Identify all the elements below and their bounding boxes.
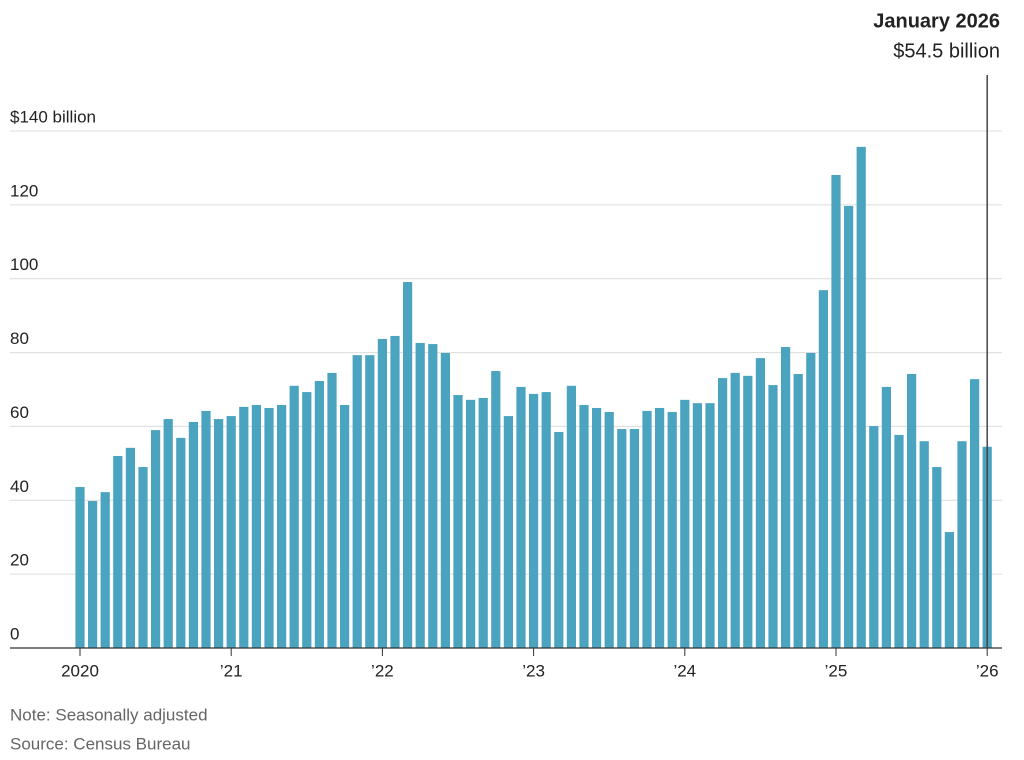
source: Source: Census Bureau	[10, 734, 191, 753]
bar	[944, 532, 954, 648]
bar	[314, 381, 324, 648]
bar	[415, 342, 425, 648]
y-tick-label: $140 billion	[10, 107, 96, 126]
bar	[818, 290, 828, 648]
bar	[793, 373, 803, 648]
x-tick-label: ’22	[371, 661, 394, 680]
bar	[125, 447, 135, 648]
bar	[88, 501, 98, 648]
y-tick-label: 20	[10, 551, 29, 570]
bar	[566, 385, 576, 648]
bar	[151, 430, 161, 648]
y-tick-label: 60	[10, 403, 29, 422]
bar	[113, 455, 123, 648]
x-tick-label: ’21	[220, 661, 243, 680]
y-tick-label: 100	[10, 255, 38, 274]
bar	[655, 407, 665, 648]
bar	[541, 392, 551, 648]
bar	[188, 421, 198, 648]
bar	[428, 344, 438, 648]
bar	[781, 347, 791, 648]
bar	[831, 174, 841, 648]
bar	[289, 385, 299, 648]
bar	[478, 397, 488, 648]
bar	[881, 386, 891, 648]
bar	[617, 429, 627, 648]
bar	[932, 467, 942, 648]
bar	[340, 405, 350, 648]
y-tick-label: 80	[10, 329, 29, 348]
bar	[554, 431, 564, 648]
bar	[705, 403, 715, 648]
bar	[768, 385, 778, 648]
bar	[629, 429, 639, 648]
bar	[755, 358, 765, 648]
x-tick-label: ’23	[522, 661, 545, 680]
bar	[277, 405, 287, 648]
bar	[491, 371, 501, 648]
x-tick-label: 2020	[61, 661, 99, 680]
y-tick-label: 40	[10, 477, 29, 496]
annotation-label: $54.5 billion	[893, 40, 1000, 62]
bar	[718, 378, 728, 648]
bar	[957, 441, 967, 648]
bar	[365, 355, 375, 648]
x-tick-label: ’24	[673, 661, 696, 680]
bar	[264, 407, 274, 648]
bar	[403, 282, 413, 648]
bar	[251, 405, 261, 648]
bar	[680, 399, 690, 648]
bar	[503, 416, 513, 648]
bar	[869, 426, 879, 648]
bar	[176, 437, 186, 648]
annotation-title: January 2026	[873, 10, 1000, 32]
bar	[226, 416, 236, 648]
bar	[453, 395, 463, 648]
bar	[163, 419, 173, 648]
x-tick-label: ’25	[825, 661, 848, 680]
bar	[970, 379, 980, 648]
y-tick-label: 120	[10, 181, 38, 200]
bar	[466, 399, 476, 648]
bar	[806, 352, 816, 648]
y-tick-label: 0	[10, 624, 19, 643]
bar	[214, 419, 224, 648]
bar	[302, 392, 312, 648]
bar	[592, 407, 602, 648]
bar	[529, 393, 539, 648]
bar	[667, 412, 677, 648]
bar	[743, 375, 753, 648]
bar	[579, 405, 589, 648]
bar	[692, 403, 702, 648]
bar	[894, 434, 904, 648]
bar	[390, 335, 400, 648]
bar	[516, 386, 526, 648]
bar	[201, 410, 211, 648]
bar	[730, 372, 740, 648]
note: Note: Seasonally adjusted	[10, 705, 208, 724]
bar	[856, 146, 866, 649]
bar	[75, 486, 85, 648]
bar	[138, 467, 148, 648]
bar	[100, 492, 110, 648]
bar	[907, 373, 917, 648]
bar	[604, 412, 614, 648]
x-tick-label: ’26	[976, 661, 999, 680]
bar	[377, 338, 387, 648]
bar	[642, 410, 652, 648]
bar	[239, 406, 249, 648]
bar	[327, 372, 337, 648]
bar	[352, 355, 362, 648]
bar	[440, 352, 450, 648]
bar	[919, 441, 929, 648]
bar	[844, 205, 854, 648]
